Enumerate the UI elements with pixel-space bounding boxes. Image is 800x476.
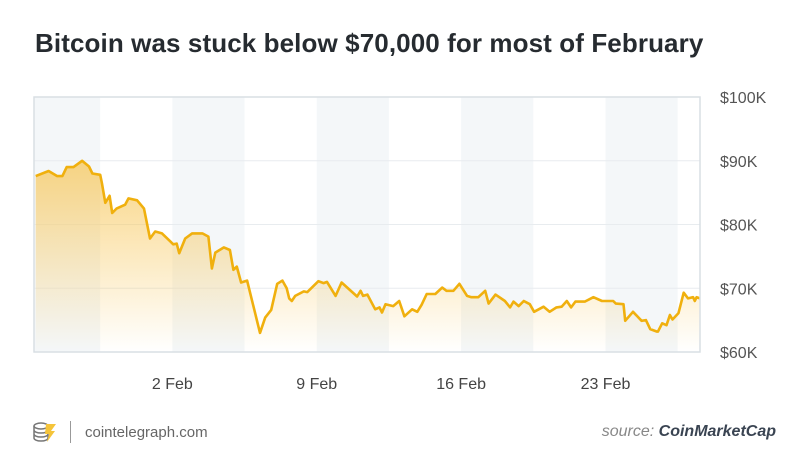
cointelegraph-logo-icon [33,422,56,442]
price-area-fill [35,160,700,352]
site-name: cointelegraph.com [85,423,208,441]
chart-title: Bitcoin was stuck below $70,000 for most… [35,28,704,58]
x-tick-label: 9 Feb [296,376,337,393]
y-tick-label: $70K [720,281,758,298]
y-tick-label: $80K [720,218,758,235]
price-line [35,159,701,335]
source-credit: source: CoinMarketCap [602,423,776,441]
y-tick-label: $60K [720,345,758,362]
x-tick-label: 16 Feb [436,376,486,393]
footer-brand: cointelegraph.com [32,420,208,444]
footer-divider [70,421,71,443]
y-tick-label: $100K [720,90,767,107]
plot-border [33,96,701,353]
y-tick-label: $90K [720,154,758,171]
x-tick-label: 2 Feb [152,376,193,393]
source-prefix: source: [601,423,655,440]
source-name: CoinMarketCap [658,423,776,440]
x-tick-label: 23 Feb [581,376,631,393]
